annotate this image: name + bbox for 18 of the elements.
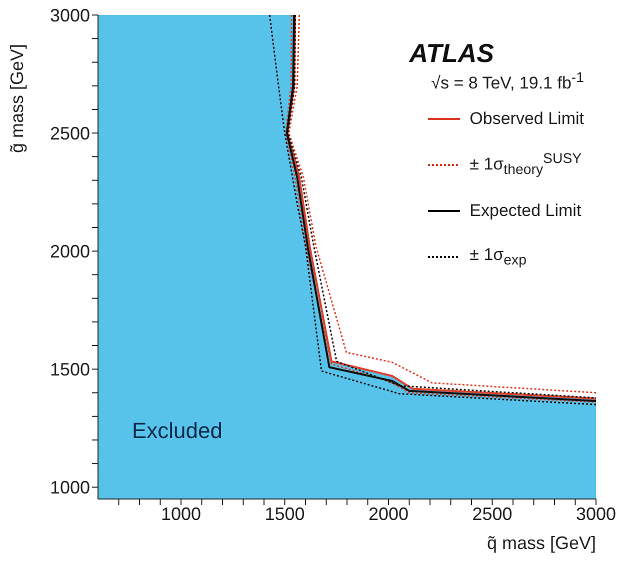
y-tick-label: 3000	[50, 5, 90, 26]
y-tick-label: 1000	[50, 478, 90, 498]
legend-label: Expected Limit	[470, 201, 582, 221]
y-tick-label: 1500	[50, 360, 90, 380]
x-tick-label: 1000	[160, 504, 202, 524]
legend-label: ± 1σ$_{exp}$	[470, 245, 526, 269]
text: ATLAS	[409, 38, 494, 69]
text: √s = 8 TeV, 19.1 fb$^{-1}$	[431, 70, 584, 94]
x-axis-title: q̃ mass [GeV]	[486, 533, 596, 553]
x-tick-label: 2000	[368, 504, 409, 524]
annotation: Excluded	[132, 418, 223, 444]
y-tick-label: 2500	[50, 123, 90, 144]
legend-label: Observed Limit	[470, 109, 584, 129]
x-tick-label: 1500	[264, 504, 305, 524]
x-tick-label: 2500	[472, 504, 512, 524]
y-axis-title: g̃ mass [GeV]	[8, 43, 28, 153]
y-tick-label: 2000	[50, 241, 90, 262]
x-tick-label: 3000	[576, 504, 616, 524]
